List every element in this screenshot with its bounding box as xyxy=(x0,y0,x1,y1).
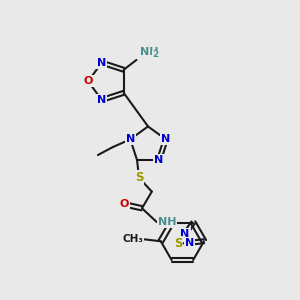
Text: N: N xyxy=(154,155,164,165)
Text: NH: NH xyxy=(140,47,159,57)
Text: 2: 2 xyxy=(152,50,158,59)
Text: S: S xyxy=(174,237,182,250)
Text: N: N xyxy=(97,95,106,105)
Text: N: N xyxy=(180,229,190,239)
Text: N: N xyxy=(185,238,194,248)
Text: O: O xyxy=(83,76,93,86)
Text: O: O xyxy=(120,199,129,209)
Text: NH: NH xyxy=(158,217,176,227)
Text: N: N xyxy=(97,58,106,68)
Text: CH₃: CH₃ xyxy=(122,234,143,244)
Text: N: N xyxy=(161,134,170,144)
Text: N: N xyxy=(126,134,135,144)
Text: S: S xyxy=(135,171,143,184)
